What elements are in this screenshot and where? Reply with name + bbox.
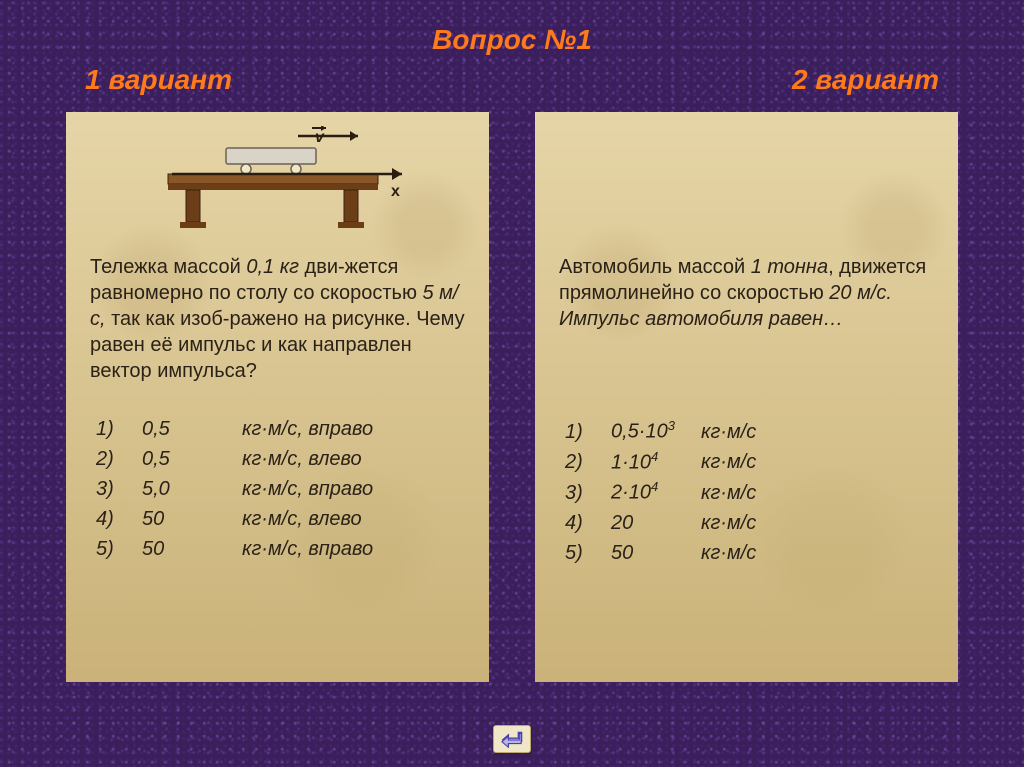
options-list-1: 1)0,5кг·м/с, вправо2)0,5кг·м/с, влево3)5… [96, 416, 465, 562]
option-number: 2) [565, 449, 611, 475]
option-value: 5,0 [142, 476, 242, 502]
option-unit: кг·м/с, вправо [242, 536, 373, 562]
card-variant-2: Автомобиль массой 1 тонна, движется прям… [535, 112, 958, 682]
card-variant-1: v x Тележка массой 0,1 кг дви-жется равн [66, 112, 489, 682]
option-number: 1) [96, 416, 142, 442]
option-value: 50 [142, 506, 242, 532]
answer-option[interactable]: 4)50кг·м/с, влево [96, 506, 465, 532]
option-value: 0,5 [142, 446, 242, 472]
answer-option[interactable]: 2)0,5кг·м/с, влево [96, 446, 465, 472]
answer-option[interactable]: 5)50кг·м/с [565, 540, 934, 566]
answer-option[interactable]: 5)50кг·м/с, вправо [96, 536, 465, 562]
answer-option[interactable]: 3)2·104кг·м/с [565, 479, 934, 506]
option-value: 2·104 [611, 479, 701, 506]
options-list-2: 1)0,5·103кг·м/с2)1·104кг·м/с3)2·104кг·м/… [565, 418, 934, 566]
option-unit: кг·м/с, влево [242, 446, 362, 472]
page-title: Вопрос №1 [0, 0, 1024, 56]
option-value: 50 [142, 536, 242, 562]
option-unit: кг·м/с [701, 480, 756, 506]
option-unit: кг·м/с, вправо [242, 476, 373, 502]
variant-1-label: 1 вариант [85, 64, 232, 96]
answer-option[interactable]: 1)0,5·103кг·м/с [565, 418, 934, 445]
option-number: 4) [96, 506, 142, 532]
return-arrow-icon [501, 730, 523, 748]
option-value: 0,5·103 [611, 418, 701, 445]
option-value: 1·104 [611, 449, 701, 476]
variant-2-label: 2 вариант [792, 64, 939, 96]
option-number: 1) [565, 419, 611, 445]
option-number: 4) [565, 510, 611, 536]
cart-diagram: v x [90, 126, 465, 246]
option-number: 5) [565, 540, 611, 566]
question-text-1: Тележка массой 0,1 кг дви-жется равномер… [90, 254, 465, 384]
option-unit: кг·м/с, влево [242, 506, 362, 532]
variant-row: 1 вариант 2 вариант [0, 56, 1024, 96]
answer-option[interactable]: 3)5,0кг·м/с, вправо [96, 476, 465, 502]
return-button[interactable] [493, 725, 531, 753]
option-number: 3) [96, 476, 142, 502]
diagram-placeholder [559, 126, 934, 246]
answer-option[interactable]: 1)0,5кг·м/с, вправо [96, 416, 465, 442]
option-value: 50 [611, 540, 701, 566]
option-value: 0,5 [142, 416, 242, 442]
cards-row: v x Тележка массой 0,1 кг дви-жется равн [0, 96, 1024, 682]
answer-option[interactable]: 2)1·104кг·м/с [565, 449, 934, 476]
option-unit: кг·м/с [701, 510, 756, 536]
x-label: x [391, 183, 400, 200]
option-number: 3) [565, 480, 611, 506]
option-unit: кг·м/с, вправо [242, 416, 373, 442]
v-label: v [315, 129, 325, 146]
question-text-2: Автомобиль массой 1 тонна, движется прям… [559, 254, 934, 332]
option-number: 5) [96, 536, 142, 562]
answer-option[interactable]: 4)20кг·м/с [565, 510, 934, 536]
option-unit: кг·м/с [701, 419, 756, 445]
option-unit: кг·м/с [701, 449, 756, 475]
option-unit: кг·м/с [701, 540, 756, 566]
option-number: 2) [96, 446, 142, 472]
option-value: 20 [611, 510, 701, 536]
